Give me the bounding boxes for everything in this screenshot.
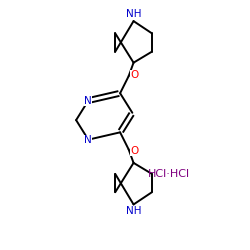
Text: O: O bbox=[130, 146, 138, 156]
Text: NH: NH bbox=[126, 206, 141, 216]
Text: HCl·HCl: HCl·HCl bbox=[148, 169, 190, 179]
Text: N: N bbox=[84, 135, 92, 145]
Text: NH: NH bbox=[126, 9, 141, 19]
Text: N: N bbox=[84, 96, 92, 106]
Text: O: O bbox=[130, 70, 138, 80]
